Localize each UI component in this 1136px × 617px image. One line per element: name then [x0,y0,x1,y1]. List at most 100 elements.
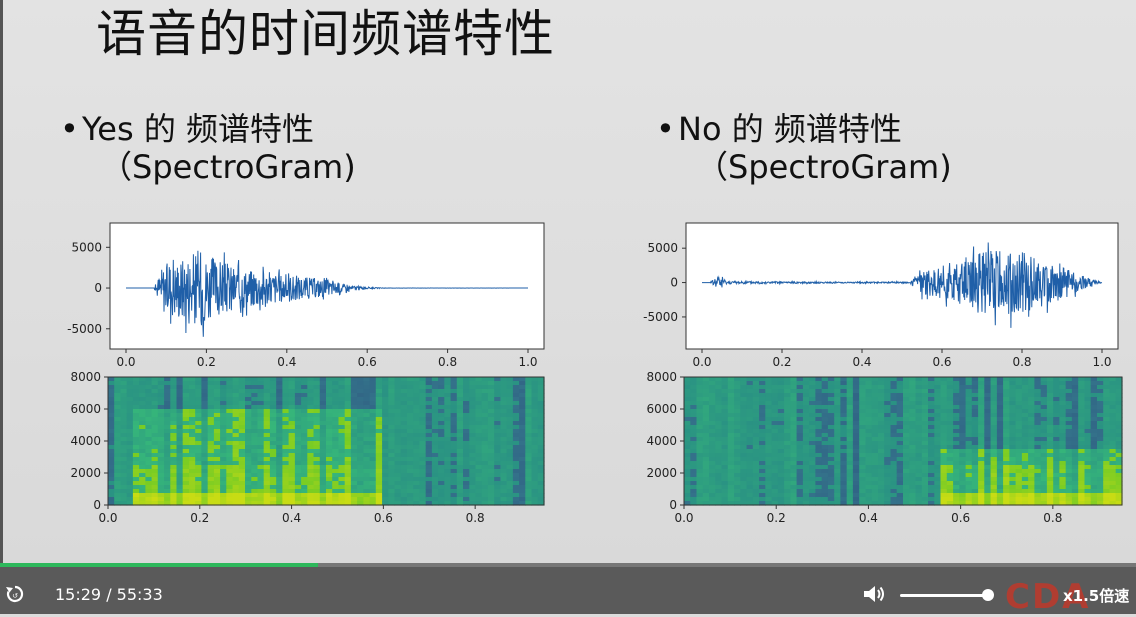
spectrogram-cell [696,385,704,390]
spectrogram-cell [771,469,779,474]
spectrogram-cell [771,421,779,426]
spectrogram-cell [257,465,265,470]
spectrogram-cell [475,441,483,446]
spectrogram-cell [332,397,339,402]
spectrogram-cell [946,461,954,466]
spectrogram-cell [438,409,445,414]
spectrogram-cell [1059,497,1067,502]
spectrogram-cell [965,389,973,394]
spectrogram-cell [903,405,910,410]
spectrogram-cell [537,481,545,486]
spectrogram-cell [709,493,716,498]
spectrogram-cell [319,437,327,442]
spectrogram-cell [438,465,445,470]
spectrogram-cell [1115,477,1123,482]
spectrogram-cell [145,493,153,498]
spectrogram-cell [1084,497,1092,502]
spectrogram-cell [201,433,209,438]
spectrogram-cell [500,381,508,386]
spectrogram-cell [1103,481,1111,486]
spectrogram-cell [909,477,917,482]
spectrogram-cell [996,397,1004,402]
spectrogram-cell [946,381,954,386]
spectrogram-cell [1090,425,1098,430]
spectrogram-cell [1028,485,1035,490]
spectrogram-cell [357,417,364,422]
spectrogram-cell [294,413,302,418]
spectrogram-cell [394,441,402,446]
spectrogram-cell [350,489,358,494]
spectrogram-cell [494,441,501,446]
spectrogram-cell [481,493,489,498]
spectrogram-cell [1090,453,1098,458]
spectrogram-cell [777,425,785,430]
spectrogram-cell [413,461,420,466]
spectrogram-cell [338,409,346,414]
volume-slider-knob[interactable] [982,589,994,601]
spectrogram-cell [802,497,810,502]
spectrogram-cell [481,377,489,382]
replay-icon[interactable]: ↺ [4,583,26,605]
spectrogram-cell [815,441,823,446]
spectrogram-cell [971,393,979,398]
spectrogram-cell [827,381,835,386]
spectrogram-cell [790,493,798,498]
spectrogram-cell [1034,425,1042,430]
spectrogram-cell [195,397,202,402]
volume-icon[interactable] [862,583,886,605]
spectrogram-cell [978,461,985,466]
spectrogram-cell [220,477,227,482]
spectrogram-cell [809,421,816,426]
spectrogram-cell [525,393,533,398]
spectrogram-cell [1053,481,1061,486]
spectrogram-cell [721,409,729,414]
spectrogram-cell [821,501,829,506]
spectrogram-cell [852,453,860,458]
right-bullet-line1: •No 的 频谱特性 [656,108,902,150]
spectrogram-cell [940,377,948,382]
spectrogram-cell [702,389,710,394]
spectrogram-cell [709,481,716,486]
spectrogram-cell [1015,461,1023,466]
spectrogram-cell [1103,377,1111,382]
spectrogram-cell [344,473,352,478]
spectrogram-cell [1015,445,1023,450]
spectrogram-cell [1065,485,1073,490]
spectrogram-cell [971,405,979,410]
spectrogram-cell [363,481,371,486]
spectrogram-cell [1040,417,1048,422]
spectrogram-cell [759,417,766,422]
spectrogram-cell [450,497,458,502]
spectrogram-cell [531,393,539,398]
spectrogram-cell [519,421,526,426]
spectrogram-cell [444,497,452,502]
spectrogram-cell [1046,449,1054,454]
spectrogram-cell [809,469,816,474]
spectrogram-cell [189,461,196,466]
spectrogram-cell [157,481,165,486]
spectrogram-cell [715,429,723,434]
spectrogram-cell [1046,473,1054,478]
spectrogram-cell [382,381,389,386]
spectrogram-cell [232,465,240,470]
spectrogram-cell [702,497,710,502]
playback-speed-button[interactable]: x1.5倍速 [1063,587,1130,605]
spectrogram-cell [313,429,321,434]
spectrogram-cell [1097,381,1104,386]
spectrogram-cell [469,429,477,434]
spectrogram-cell [481,457,489,462]
spectrogram-cell [1084,421,1092,426]
progress-track[interactable] [0,563,1136,567]
volume-slider[interactable] [900,594,990,597]
spectrogram-cell [1053,377,1061,382]
spectrogram-cell [1103,389,1111,394]
spectrogram-cell [195,437,202,442]
spectrogram-cell [369,421,377,426]
spectrogram-cell [425,469,433,474]
spectrogram-cell [846,481,854,486]
spectrogram-cell [114,453,121,458]
spectrogram-cell [307,385,315,390]
spectrogram-cell [294,481,302,486]
spectrogram-cell [344,485,352,490]
spectrogram-cell [1084,385,1092,390]
